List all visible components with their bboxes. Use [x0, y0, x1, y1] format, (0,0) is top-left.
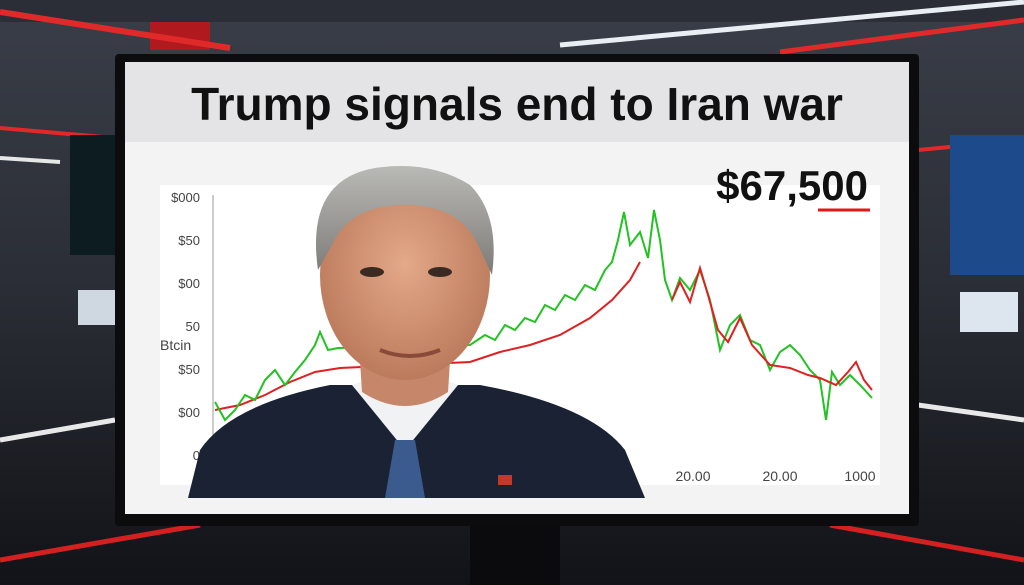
mouth: [379, 348, 441, 358]
side-monitor: [950, 135, 1024, 275]
neon-white: [917, 402, 1024, 423]
eye: [428, 267, 452, 277]
pin: [498, 475, 512, 485]
axis-label: Btcin: [160, 337, 191, 353]
y-label: 50: [186, 319, 200, 334]
neon-red: [829, 522, 1024, 563]
neon-white: [0, 156, 61, 164]
y-label: $00: [178, 405, 200, 420]
person: [188, 166, 645, 498]
side-monitor: [70, 135, 115, 255]
hair: [315, 166, 494, 275]
eye: [360, 267, 384, 277]
neon-red: [0, 522, 201, 563]
x-label: 20.00: [762, 468, 797, 484]
neon-white: [0, 417, 116, 443]
ceiling: [0, 0, 1024, 22]
y-label: $00: [178, 276, 200, 291]
face: [320, 170, 490, 380]
suit: [188, 385, 645, 498]
y-label: $50: [178, 362, 200, 377]
y-label: $50: [178, 233, 200, 248]
neon-white: [559, 0, 1024, 48]
price-line-red: [671, 264, 873, 391]
price: $67,500: [716, 162, 868, 209]
y-label: $000: [171, 190, 200, 205]
neon-red: [779, 17, 1024, 55]
monitor-stand: [470, 525, 560, 585]
side-monitor: [78, 290, 115, 325]
x-labels: 20.00 20.00 1000: [675, 468, 875, 484]
neon-red: [0, 9, 231, 51]
price-line-green: [214, 209, 873, 422]
side-monitor: [960, 292, 1018, 332]
headline: Trump signals end to Iran war: [191, 78, 843, 130]
tie: [385, 440, 425, 498]
trend-line-red: [214, 261, 641, 411]
headline-band: [125, 62, 909, 142]
y-label: 0: [193, 448, 200, 463]
x-label: 1000: [844, 468, 875, 484]
x-label: 20.00: [675, 468, 710, 484]
